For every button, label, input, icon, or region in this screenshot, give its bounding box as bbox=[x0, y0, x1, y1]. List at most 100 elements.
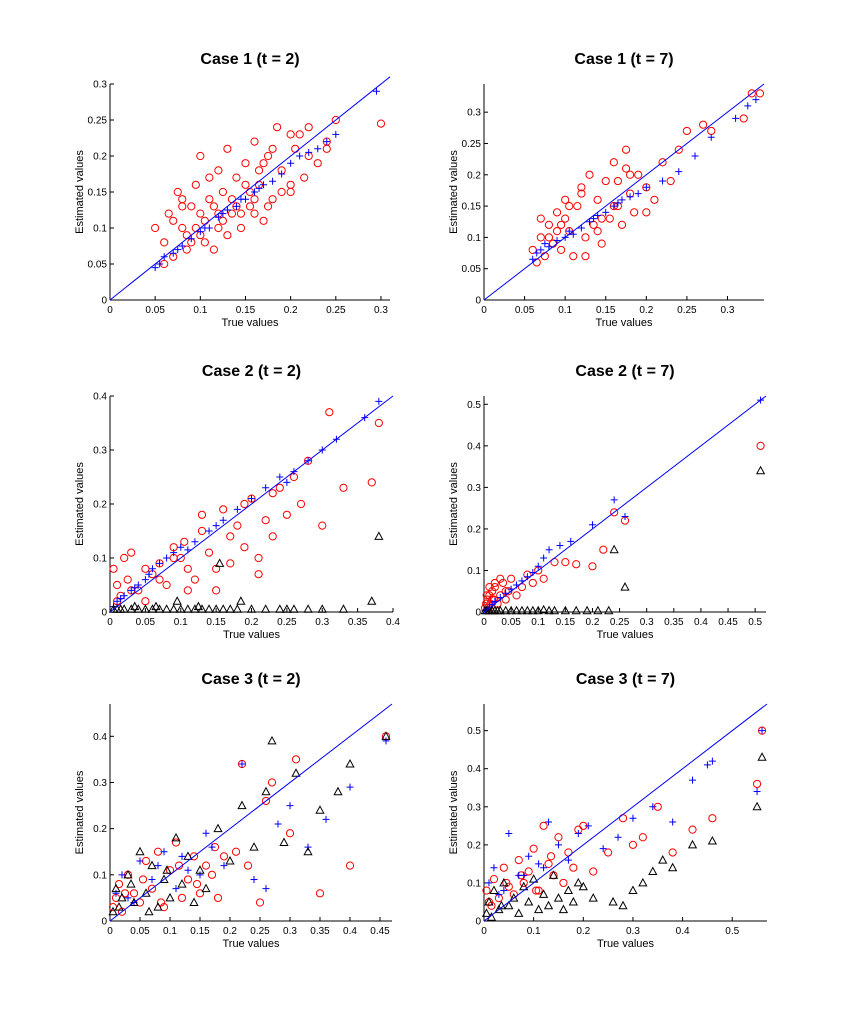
data-point-triangle bbox=[628, 885, 638, 895]
data-point-circle bbox=[259, 159, 268, 168]
data-point-triangle bbox=[119, 604, 129, 613]
data-point-triangle bbox=[176, 604, 186, 613]
data-point-plus bbox=[533, 249, 541, 257]
x-axis-label: True values bbox=[222, 938, 280, 950]
data-point-plus bbox=[599, 845, 607, 853]
y-tick-label: 0.1 bbox=[467, 878, 481, 889]
data-point-plus bbox=[614, 199, 622, 207]
y-axis-label: Estimated values bbox=[448, 462, 460, 546]
data-point-triangle bbox=[126, 879, 136, 888]
data-point-circle bbox=[557, 245, 566, 255]
chart-panel-2: Case 1 (t = 7) 0 0.05 0.1 0.15 0.2 0.25 0.3 0 0.0… bbox=[448, 51, 765, 329]
data-point-plus bbox=[545, 243, 553, 251]
data-point-circle bbox=[268, 195, 277, 204]
data-point-triangle bbox=[114, 902, 124, 911]
data-point-circle bbox=[233, 521, 242, 530]
x-tick-label: 0 bbox=[481, 926, 487, 937]
data-point-circle bbox=[250, 209, 259, 218]
data-point-triangle bbox=[618, 900, 628, 910]
x-tick-label: 0.2 bbox=[284, 305, 298, 316]
data-point-triangle bbox=[495, 605, 505, 615]
data-point-plus bbox=[178, 852, 186, 860]
data-point-circle bbox=[227, 195, 237, 204]
data-point-plus bbox=[276, 473, 284, 481]
data-point-plus bbox=[610, 496, 618, 504]
data-point-plus bbox=[220, 862, 228, 870]
data-point-circle bbox=[268, 489, 277, 498]
y-tick-label: 0.2 bbox=[467, 840, 481, 851]
y-tick-label: 0.1 bbox=[93, 554, 107, 565]
data-point-triangle bbox=[504, 900, 514, 910]
data-point-triangle bbox=[604, 605, 614, 615]
data-point-circle bbox=[331, 115, 340, 125]
data-point-triangle bbox=[509, 893, 519, 902]
data-point-circle bbox=[255, 898, 265, 907]
data-point-circle bbox=[490, 582, 499, 592]
data-point-circle bbox=[180, 537, 189, 546]
data-point-plus bbox=[212, 522, 220, 530]
data-point-plus bbox=[565, 227, 573, 235]
data-point-circle bbox=[502, 878, 511, 888]
data-point-triangle bbox=[687, 839, 698, 849]
data-point-triangle bbox=[609, 544, 619, 554]
data-point-circle bbox=[109, 564, 118, 573]
data-point-circle bbox=[374, 418, 383, 428]
data-point-circle bbox=[232, 173, 241, 182]
data-point-circle bbox=[190, 575, 199, 584]
data-point-triangle bbox=[261, 786, 271, 796]
data-point-triangle bbox=[108, 906, 118, 916]
data-point-plus bbox=[588, 521, 596, 529]
data-point-circle bbox=[291, 144, 300, 153]
data-point-circle bbox=[519, 878, 528, 888]
data-point-circle bbox=[236, 209, 246, 218]
data-point-circle bbox=[617, 220, 627, 229]
y-tick-label: 0.1 bbox=[93, 870, 107, 881]
x-tick-label: 0.1 bbox=[163, 926, 177, 937]
data-point-circle bbox=[628, 840, 638, 849]
x-tick-label: 0.1 bbox=[527, 926, 541, 937]
data-point-plus bbox=[141, 576, 149, 584]
y-tick-label: 0.2 bbox=[93, 152, 107, 163]
data-point-triangle bbox=[549, 605, 560, 615]
data-point-triangle bbox=[638, 877, 648, 887]
data-point-triangle bbox=[345, 758, 355, 768]
data-point-circle bbox=[204, 548, 214, 557]
data-point-circle bbox=[187, 202, 196, 211]
data-point-triangle bbox=[506, 605, 516, 615]
data-point-plus bbox=[500, 887, 508, 895]
data-point-plus bbox=[629, 814, 637, 822]
data-point-triangle bbox=[147, 604, 158, 613]
data-point-triangle bbox=[496, 900, 507, 910]
data-point-circle bbox=[581, 233, 590, 242]
x-tick-label: 0.35 bbox=[310, 926, 330, 937]
data-point-plus bbox=[732, 114, 740, 122]
data-point-circle bbox=[155, 559, 164, 568]
data-point-triangle bbox=[141, 888, 151, 897]
data-point-circle bbox=[268, 144, 277, 153]
data-point-plus bbox=[602, 208, 610, 216]
data-point-circle bbox=[666, 176, 675, 186]
data-point-plus bbox=[191, 538, 199, 546]
identity-line bbox=[109, 703, 393, 922]
data-point-triangle bbox=[481, 908, 492, 917]
data-point-plus bbox=[223, 206, 231, 214]
data-point-plus bbox=[545, 818, 553, 826]
data-point-plus bbox=[618, 196, 626, 204]
data-point-circle bbox=[261, 516, 270, 525]
data-point-circle bbox=[668, 848, 677, 857]
data-point-circle bbox=[756, 441, 765, 450]
x-tick-label: 0.25 bbox=[326, 305, 346, 316]
data-point-plus bbox=[124, 894, 132, 902]
data-point-circle bbox=[528, 245, 537, 255]
data-point-plus bbox=[703, 761, 711, 769]
data-point-triangle bbox=[528, 605, 538, 615]
x-tick-label: 0.3 bbox=[721, 305, 735, 316]
data-point-circle bbox=[597, 214, 606, 223]
data-point-triangle bbox=[558, 904, 569, 914]
y-tick-label: 0 bbox=[101, 608, 107, 619]
data-point-circle bbox=[638, 833, 647, 842]
data-point-circle bbox=[243, 861, 253, 870]
data-point-circle bbox=[207, 870, 217, 879]
data-point-circle bbox=[699, 120, 708, 129]
data-point-circle bbox=[544, 220, 554, 229]
